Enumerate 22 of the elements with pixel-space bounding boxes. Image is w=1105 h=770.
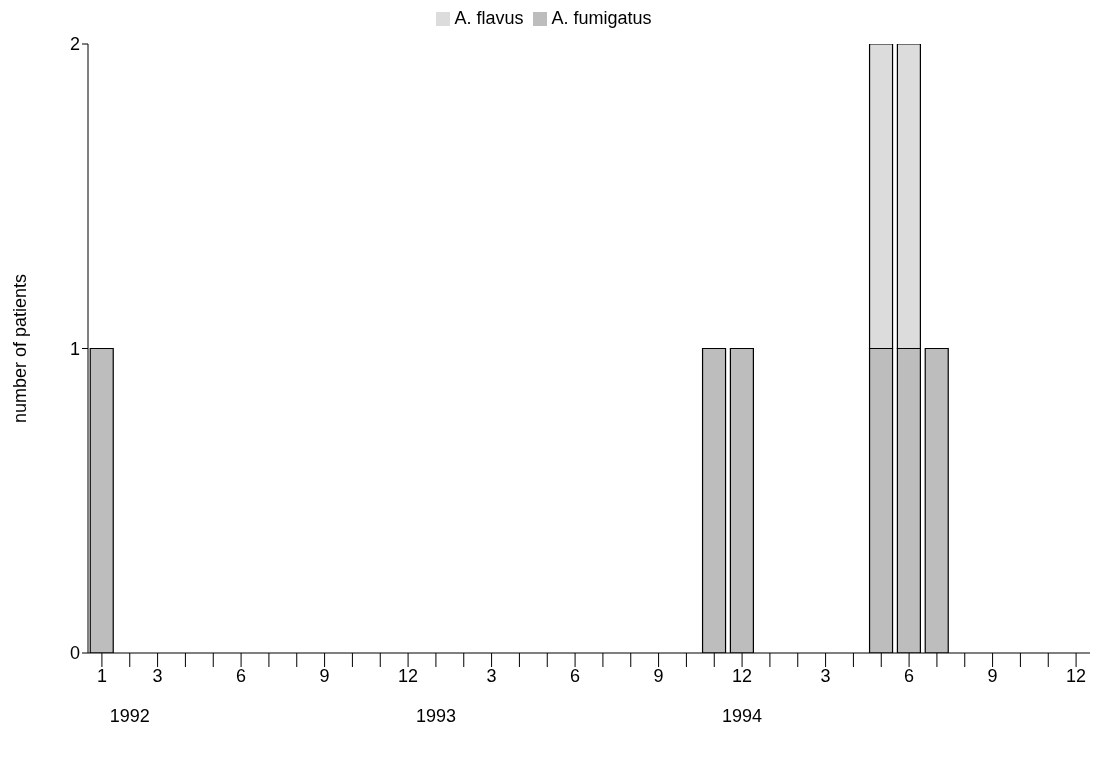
y-tick-label: 1 [69, 338, 80, 359]
x-tick-label: 12 [398, 665, 419, 686]
x-tick-label: 12 [732, 665, 753, 686]
text: 1992 [108, 706, 151, 727]
text: 1994 [721, 706, 764, 727]
x-tick-label: 6 [236, 665, 247, 686]
y-axis-title: number of patients [10, 273, 31, 424]
x-tick-label: 9 [319, 665, 330, 686]
x-tick-label: 9 [987, 665, 998, 686]
x-tick-label: 6 [570, 665, 581, 686]
x-tick-label: 12 [1066, 665, 1087, 686]
x-tick-label: 3 [486, 665, 497, 686]
text: 1993 [414, 706, 457, 727]
x-tick-label: 3 [820, 665, 831, 686]
legend-label: A. flavus [454, 8, 524, 28]
x-tick-label: 3 [152, 665, 163, 686]
legend-label: A. fumigatus [551, 8, 652, 28]
y-tick-label: 0 [69, 643, 80, 664]
x-tick-label: 6 [904, 665, 915, 686]
y-tick-label: 2 [69, 34, 80, 55]
x-tick-label: 1 [96, 665, 107, 686]
x-tick-label: 9 [653, 665, 664, 686]
